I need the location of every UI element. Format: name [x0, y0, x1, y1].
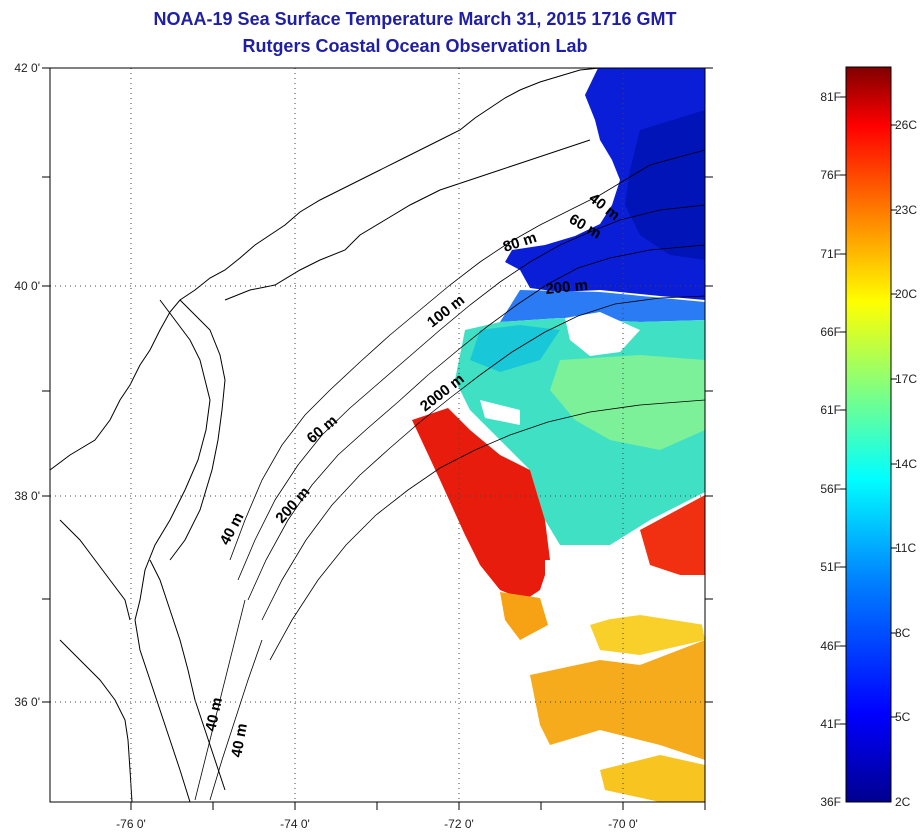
isobath-label: 40 m [228, 722, 251, 759]
sst-swath [412, 68, 705, 802]
cbar-c-label: 8C [895, 626, 911, 640]
cbar-f-label: 81F [820, 90, 841, 104]
cbar-c-label: 2C [895, 795, 911, 809]
lon-label: -72 0' [444, 817, 474, 831]
coastline [50, 68, 601, 802]
lon-label: -76 0' [116, 817, 146, 831]
map-title: NOAA-19 Sea Surface Temperature March 31… [153, 9, 677, 29]
cbar-f-label: 61F [820, 403, 841, 417]
cloud-gap [565, 312, 640, 356]
cbar-c-label: 14C [895, 457, 917, 471]
lon-label: -74 0' [280, 817, 310, 831]
sst-cold-region-2 [625, 110, 705, 260]
cbar-f-label: 51F [820, 560, 841, 574]
isobath-label: 200 m [545, 277, 589, 298]
lat-label: 36 0' [14, 695, 40, 709]
latitude-labels: 42 0' 40 0' 38 0' 36 0' [14, 61, 40, 709]
isobaths [194, 149, 705, 801]
longitude-labels: -76 0' -74 0' -72 0' -70 0' [116, 817, 638, 831]
cloud-gap-3 [545, 560, 705, 630]
cbar-c-label: 5C [895, 710, 911, 724]
sst-yellow-south [590, 610, 705, 655]
isobath-label: 40 m [202, 696, 226, 733]
colorbar-ticks [840, 96, 897, 725]
colorbar-c-labels: 26C 23C 20C 17C 14C 11C 8C 5C 2C [895, 118, 917, 809]
sst-warm-east [640, 495, 705, 575]
sst-slope-green [550, 355, 705, 450]
cbar-f-label: 36F [820, 795, 841, 809]
cbar-f-label: 71F [820, 247, 841, 261]
tick-marks [42, 67, 713, 810]
cbar-f-label: 66F [820, 325, 841, 339]
cbar-c-label: 26C [895, 118, 917, 132]
lat-label: 38 0' [14, 489, 40, 503]
sst-yellow-se [600, 755, 705, 802]
graticule [50, 68, 705, 802]
sst-orange-south [530, 640, 705, 760]
colorbar-scale [845, 66, 892, 803]
lon-label: -70 0' [608, 817, 638, 831]
sst-gulf-stream [412, 408, 550, 600]
colorbar-f-labels: 81F 76F 71F 66F 61F 56F 51F 46F 41F 36F [820, 90, 841, 809]
sst-orange-patch [500, 592, 548, 640]
sst-shelf-band [500, 290, 705, 322]
cbar-c-label: 11C [895, 541, 916, 555]
cloud-gap-2 [480, 400, 520, 425]
cbar-c-label: 23C [895, 203, 917, 217]
map-subtitle: Rutgers Coastal Ocean Observation Lab [242, 36, 588, 56]
cbar-f-label: 46F [820, 639, 841, 653]
cbar-f-label: 76F [820, 168, 841, 182]
lat-label: 40 0' [14, 279, 40, 293]
lat-label: 42 0' [14, 61, 40, 75]
cbar-f-label: 56F [820, 482, 841, 496]
cbar-f-label: 41F [820, 717, 841, 731]
cbar-c-label: 20C [895, 287, 917, 301]
cbar-c-label: 17C [895, 372, 917, 386]
